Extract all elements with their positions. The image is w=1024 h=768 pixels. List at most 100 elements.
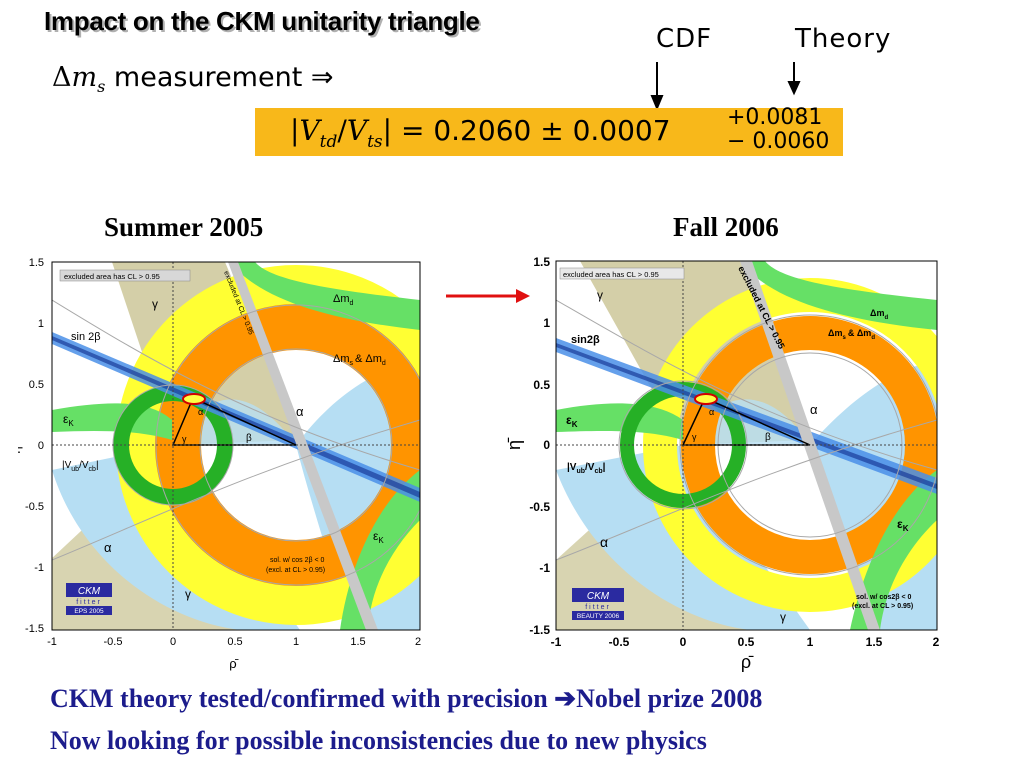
theory-label: Theory xyxy=(795,24,892,54)
svg-text:εK: εK xyxy=(566,413,578,429)
formula-errors: +0.0081 − 0.0060 xyxy=(727,106,829,154)
svg-text:1: 1 xyxy=(807,635,814,649)
svg-text:fitter: fitter xyxy=(585,604,611,611)
x-axis-label: ρ̄ xyxy=(229,656,238,671)
conference-badge: EPS 2005 xyxy=(74,608,104,615)
x-ticks: -1 -0.5 0 0.5 1 1.5 2 xyxy=(47,636,421,648)
formula-highlight xyxy=(255,108,843,156)
svg-text:α: α xyxy=(810,402,818,417)
svg-text:εK: εK xyxy=(63,412,74,428)
svg-text:γ: γ xyxy=(152,297,158,311)
svg-text:εK: εK xyxy=(373,529,384,545)
svg-text:(excl. at CL > 0.95): (excl. at CL > 0.95) xyxy=(852,603,913,610)
svg-text:α: α xyxy=(709,407,714,417)
bottom-line-2: Now looking for possible inconsistencies… xyxy=(50,726,707,755)
theory-arrow xyxy=(787,62,801,96)
svg-text:-1: -1 xyxy=(539,561,550,575)
svg-text:1: 1 xyxy=(293,636,299,648)
svg-text:0: 0 xyxy=(170,636,176,648)
measurement-line: Δms measurement ⇒ xyxy=(52,62,334,96)
svg-text:γ: γ xyxy=(780,610,786,624)
svg-text:γ: γ xyxy=(597,288,603,302)
svg-text:1: 1 xyxy=(38,318,44,330)
svg-text:0.5: 0.5 xyxy=(738,635,755,649)
slide-title: Impact on the CKM unitarity triangle xyxy=(44,6,480,36)
ckm-logo: CKM xyxy=(78,586,101,597)
svg-text:β: β xyxy=(246,433,252,444)
svg-text:-1: -1 xyxy=(34,562,44,574)
svg-text:Δmd: Δmd xyxy=(333,293,354,307)
svg-text:-1: -1 xyxy=(47,636,57,648)
svg-text:(excl. at CL > 0.95): (excl. at CL > 0.95) xyxy=(266,567,325,574)
svg-text:0.5: 0.5 xyxy=(227,636,242,648)
svg-text:1.5: 1.5 xyxy=(350,636,365,648)
svg-text:0: 0 xyxy=(38,440,44,452)
svg-text:-0.5: -0.5 xyxy=(25,501,44,513)
svg-text:0.5: 0.5 xyxy=(533,378,550,392)
svg-text:α: α xyxy=(104,540,112,555)
svg-text:1.5: 1.5 xyxy=(533,255,550,269)
svg-text:0.5: 0.5 xyxy=(29,379,44,391)
svg-text:2: 2 xyxy=(415,636,421,648)
svg-text:0: 0 xyxy=(543,438,550,452)
svg-text:-1: -1 xyxy=(551,635,562,649)
transition-arrow xyxy=(446,289,530,303)
cdf-arrow xyxy=(650,62,664,111)
svg-text:-0.5: -0.5 xyxy=(104,636,123,648)
vtd-vts-formula: |Vtd/Vts| = 0.2060 ± 0.0007 xyxy=(290,114,671,152)
svg-text:γ: γ xyxy=(185,587,191,601)
svg-text:Δms& Δmd: Δms & Δmd xyxy=(333,353,386,367)
svg-text:-0.5: -0.5 xyxy=(609,635,630,649)
epsK-band-top xyxy=(230,262,420,330)
y-axis-label: η̄ xyxy=(18,444,23,453)
fall-2006-label: Fall 2006 xyxy=(673,212,779,242)
excluded-note: excluded area has CL > 0.95 xyxy=(64,272,160,281)
m-var: m xyxy=(71,62,98,93)
ckm-plot-2006: 1.5 1 0.5 0 -0.5 -1 -1.5 -1 -0.5 0 0.5 1… xyxy=(504,255,940,672)
svg-text:fitter: fitter xyxy=(76,599,102,606)
svg-text:γ: γ xyxy=(182,434,187,444)
label-arrows xyxy=(650,62,801,111)
s-subscript: s xyxy=(97,77,106,96)
svg-text:β: β xyxy=(765,432,771,443)
svg-text:εK: εK xyxy=(897,517,909,533)
y-ticks: 1.5 1 0.5 0 -0.5 -1 -1.5 xyxy=(25,257,44,635)
svg-text:ρ̄: ρ̄ xyxy=(741,652,754,672)
svg-text:excluded area has CL > 0.95: excluded area has CL > 0.95 xyxy=(563,270,659,279)
slide-title-shadow: Impact on the CKM unitarity triangle xyxy=(46,8,482,38)
sin2beta-label: sin 2β xyxy=(71,331,101,343)
unitarity-triangle xyxy=(171,396,297,446)
svg-text:|Vub/Vcb|: |Vub/Vcb| xyxy=(62,460,99,473)
bottom-line-1: CKM theory tested/confirmed with precisi… xyxy=(50,684,763,713)
err-minus: − 0.0060 xyxy=(727,129,830,154)
svg-text:sin2β: sin2β xyxy=(571,334,600,346)
svg-text:|Vub/Vcb|: |Vub/Vcb| xyxy=(567,462,606,475)
svg-text:α: α xyxy=(600,534,608,550)
svg-text:CKM: CKM xyxy=(587,591,610,602)
svg-text:α: α xyxy=(198,407,203,417)
apex-ellipse xyxy=(182,393,206,405)
cdf-label: CDF xyxy=(656,24,713,54)
svg-text:1.5: 1.5 xyxy=(866,635,883,649)
svg-text:2: 2 xyxy=(933,635,940,649)
svg-text:-1.5: -1.5 xyxy=(25,623,44,635)
svg-text:sol. w/ cos 2β < 0: sol. w/ cos 2β < 0 xyxy=(270,557,325,564)
measurement-text: measurement ⇒ xyxy=(113,62,334,93)
svg-text:Δmd: Δmd xyxy=(870,308,888,321)
svg-text:γ: γ xyxy=(692,432,697,442)
svg-text:sol. w/ cos2β < 0: sol. w/ cos2β < 0 xyxy=(856,594,912,601)
svg-text:α: α xyxy=(296,404,304,419)
svg-text:1: 1 xyxy=(543,316,550,330)
svg-text:Δms& Δmd: Δms & Δmd xyxy=(828,328,875,341)
delta-symbol: Δ xyxy=(52,62,72,93)
svg-text:0: 0 xyxy=(680,635,687,649)
svg-text:-1.5: -1.5 xyxy=(529,623,550,637)
arrow-icon: ➔ xyxy=(554,684,577,713)
err-plus: +0.0081 xyxy=(727,105,823,130)
svg-text:η̄: η̄ xyxy=(504,437,524,450)
svg-text:BEAUTY 2006: BEAUTY 2006 xyxy=(577,613,620,620)
formula-value: 0.2060 ± 0.0007 xyxy=(433,114,671,147)
svg-text:1.5: 1.5 xyxy=(29,257,44,269)
svg-text:-0.5: -0.5 xyxy=(529,500,550,514)
summer-2005-label: Summer 2005 xyxy=(104,212,264,242)
